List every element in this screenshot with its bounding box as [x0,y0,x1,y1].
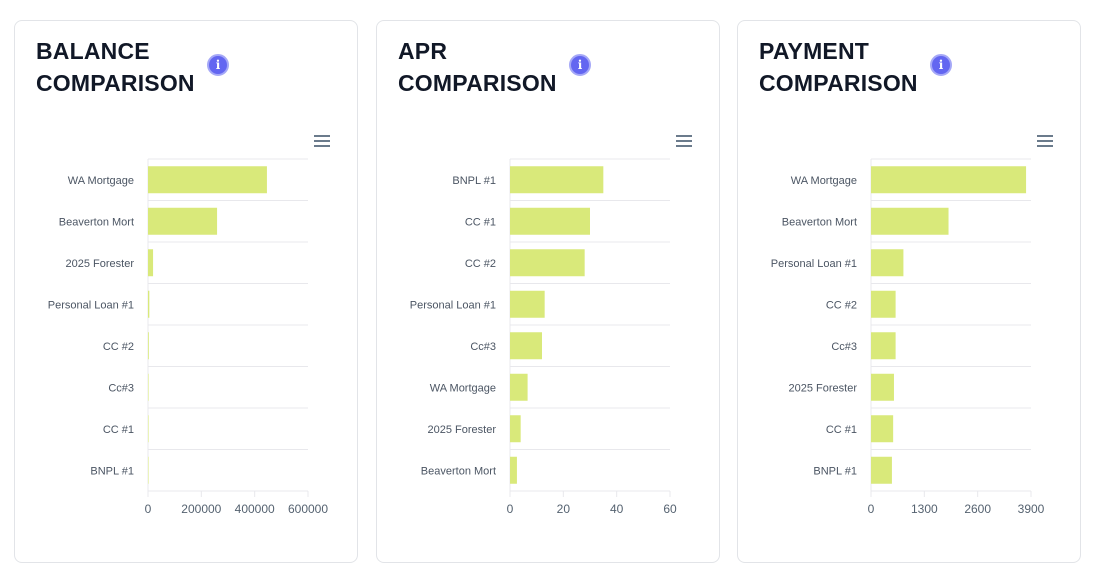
bar [148,290,150,318]
bar [871,332,896,360]
balance-comparison-card: BALANCE COMPARISON i WA Mortgage Beaverton M… [14,20,358,563]
x-tick-label: 60 [663,502,677,516]
category-label: BNPL #1 [813,465,857,477]
chart-title-line: BALANCE [36,38,150,64]
category-label: Personal Loan #1 [410,299,496,311]
bar [148,249,154,277]
category-label: Beaverton Mort [421,465,496,477]
bar [510,456,517,484]
category-label: CC #2 [465,258,496,270]
chart-menu-icon[interactable] [314,135,330,147]
chart-title: APR COMPARISON [398,35,557,99]
bar [871,456,892,484]
x-tick-label: 2600 [964,502,991,516]
bar [148,207,218,235]
bar-chart: WA Mortgage Beaverton Mort 2025 Forester Pe… [48,158,328,516]
x-tick-label: 0 [145,502,152,516]
x-tick-label: 400000 [235,502,275,516]
category-label: WA Mortgage [791,175,857,187]
category-label: 2025 Forester [66,258,135,270]
x-tick-label: 0 [507,502,514,516]
category-label: Beaverton Mort [59,216,134,228]
x-tick-label: 1300 [911,502,938,516]
bar [871,207,949,235]
bar [148,332,149,360]
category-label: Cc#3 [470,341,496,353]
category-label: Personal Loan #1 [771,258,857,270]
chart-title-line: COMPARISON [398,70,557,96]
bar [871,415,894,443]
chart-title-line: PAYMENT [759,38,870,64]
bar [510,207,590,235]
bar-chart: BNPL #1 CC #1 CC #2 Personal Loan #1 Cc#3 WA … [410,158,677,516]
category-label: WA Mortgage [430,382,496,394]
x-tick-label: 20 [557,502,571,516]
category-label: Cc#3 [831,341,857,353]
category-label: BNPL #1 [90,465,134,477]
category-label: WA Mortgage [68,175,134,187]
category-label: 2025 Forester [428,424,497,436]
bar [510,415,521,443]
chart-menu-icon[interactable] [1037,135,1053,147]
category-label: Beaverton Mort [782,216,857,228]
bar [871,290,896,318]
x-tick-label: 40 [610,502,624,516]
category-label: CC #2 [826,299,857,311]
category-label: Personal Loan #1 [48,299,134,311]
x-tick-label: 3900 [1018,502,1045,516]
category-label: Cc#3 [108,382,134,394]
chart-menu-icon[interactable] [676,135,692,147]
bar [510,290,545,318]
info-icon[interactable]: i [207,54,229,76]
bar [871,166,1027,194]
bar [148,415,149,443]
info-icon[interactable]: i [569,54,591,76]
bar [148,373,149,401]
bar [510,166,604,194]
bar [510,373,528,401]
category-label: BNPL #1 [452,175,496,187]
category-label: 2025 Forester [789,382,858,394]
category-label: CC #1 [103,424,134,436]
category-label: CC #1 [465,216,496,228]
bar [510,332,542,360]
category-label: CC #2 [103,341,134,353]
bar [871,249,904,277]
payment-comparison-card: PAYMENT COMPARISON i WA Mortgage Beaverton M… [737,20,1081,563]
chart-title-line: COMPARISON [759,70,918,96]
info-icon[interactable]: i [930,54,952,76]
chart-title: BALANCE COMPARISON [36,35,195,99]
x-tick-label: 200000 [181,502,221,516]
x-tick-label: 0 [868,502,875,516]
chart-title-line: COMPARISON [36,70,195,96]
x-tick-label: 600000 [288,502,328,516]
bar-chart: WA Mortgage Beaverton Mort Personal Loan #… [771,158,1045,516]
chart-title: PAYMENT COMPARISON [759,35,918,99]
bar [871,373,894,401]
apr-comparison-card: APR COMPARISON i BNPL #1 CC #1 CC #2 Personal … [376,20,720,563]
bar [148,166,267,194]
bar [510,249,585,277]
category-label: CC #1 [826,424,857,436]
bar [148,456,149,484]
chart-title-line: APR [398,38,448,64]
